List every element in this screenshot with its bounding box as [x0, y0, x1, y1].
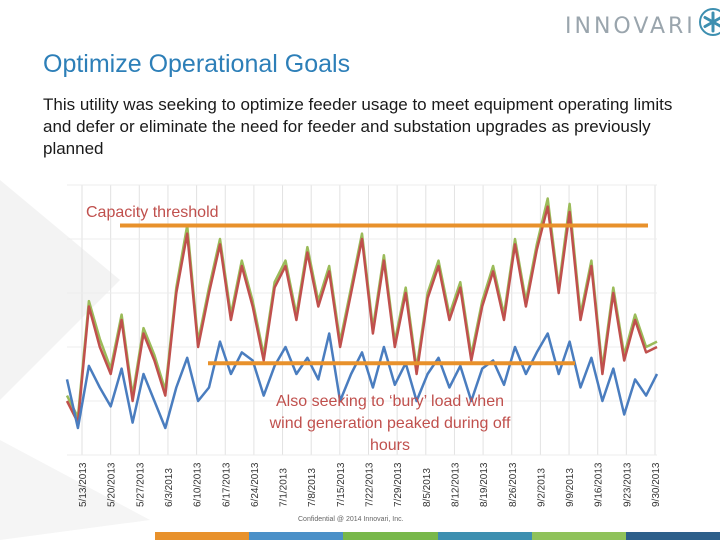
x-tick-label: 8/19/2013 [479, 462, 490, 507]
x-tick-label: 5/27/2013 [135, 462, 146, 507]
footer-bar-segment [343, 532, 438, 540]
footer-bar-segment [249, 532, 344, 540]
series-line [65, 197, 658, 419]
x-tick-label: 8/26/2013 [508, 462, 519, 507]
annotation-line-1: Also seeking to ‘bury’ load when [276, 393, 504, 410]
slide-title: Optimize Operational Goals [43, 50, 351, 78]
footer-bar-segment [155, 532, 250, 540]
x-tick-label: 9/2/2013 [536, 468, 547, 507]
x-tick-label: 6/24/2013 [250, 462, 261, 507]
x-tick-label: 8/12/2013 [450, 462, 461, 507]
x-tick-label: 9/23/2013 [622, 462, 633, 507]
innovari-logo: INNOVARI [565, 7, 720, 39]
footer-bar-segment [625, 532, 720, 540]
footer-bar-segment [531, 532, 626, 540]
confidential-footer: Confidential @ 2014 Innovari, Inc. [298, 516, 404, 523]
annotation-line-3: hours [370, 437, 410, 454]
background-watermark [0, 180, 150, 540]
chart-series [65, 197, 659, 430]
x-tick-label: 5/13/2013 [78, 462, 89, 507]
series-line [65, 332, 659, 430]
x-tick-label: 6/17/2013 [221, 462, 232, 507]
capacity-threshold-label: Capacity threshold [86, 204, 219, 221]
x-tick-label: 6/3/2013 [164, 468, 175, 507]
asterisk-logo-icon [698, 7, 720, 36]
x-tick-label: 9/9/2013 [565, 468, 576, 507]
x-tick-label: 9/30/2013 [651, 462, 662, 507]
x-axis-tick-labels: 5/13/2013 5/20/2013 5/27/2013 6/3/2013 6/10/… [78, 462, 662, 507]
annotation-line-2: wind generation peaked during off [269, 415, 511, 432]
x-tick-label: 7/8/2013 [307, 468, 318, 507]
footer-bar-segment [437, 532, 532, 540]
x-tick-label: 8/5/2013 [422, 468, 433, 507]
x-tick-label: 9/16/2013 [594, 462, 605, 507]
series-line [65, 205, 658, 424]
footer-color-bar [155, 532, 720, 540]
x-tick-label: 7/15/2013 [336, 462, 347, 507]
x-tick-label: 6/10/2013 [193, 462, 204, 507]
x-tick-label: 5/20/2013 [107, 462, 118, 507]
x-tick-label: 7/22/2013 [365, 462, 376, 507]
x-tick-label: 7/1/2013 [279, 468, 290, 507]
reference-lines [120, 223, 648, 366]
logo-text: INNOVARI [565, 14, 696, 39]
x-tick-label: 7/29/2013 [393, 462, 404, 507]
slide-body-text: This utility was seeking to optimize fee… [43, 95, 673, 158]
